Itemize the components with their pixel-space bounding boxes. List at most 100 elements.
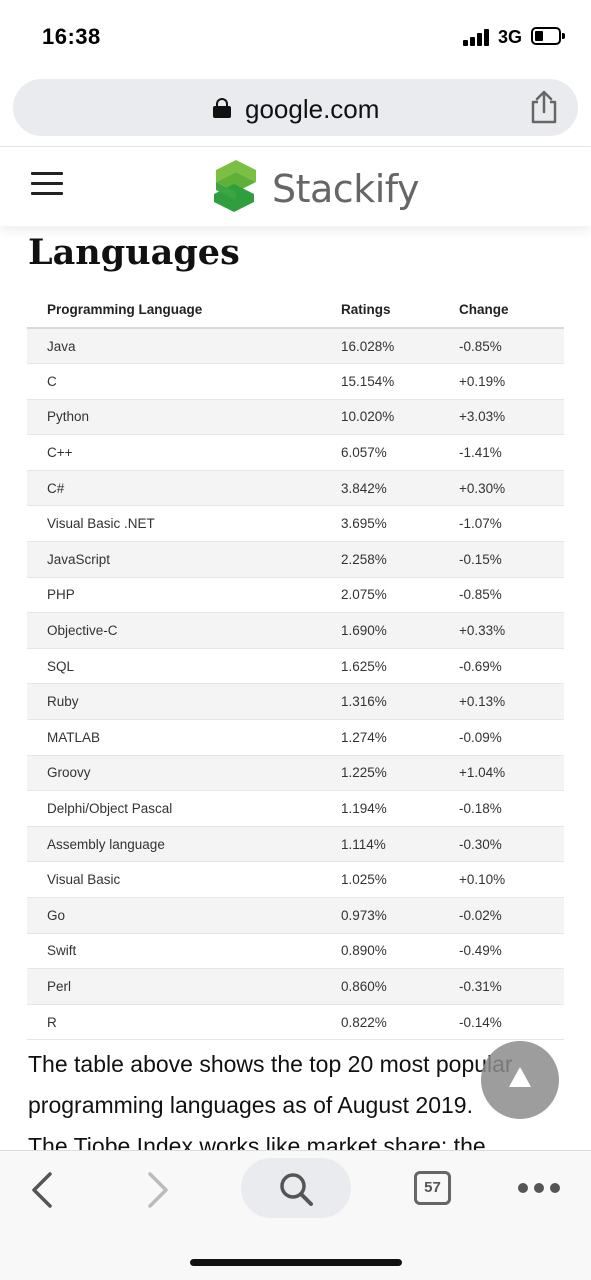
table-row: Go 0.973% -0.02% xyxy=(27,897,564,934)
cell-change: +0.10% xyxy=(459,861,564,898)
cell-rating: 0.890% xyxy=(341,933,459,970)
cell-change: -0.15% xyxy=(459,541,564,578)
cell-language: Swift xyxy=(27,933,341,970)
cell-language: Ruby xyxy=(27,683,341,721)
site-header xyxy=(0,146,591,226)
share-icon[interactable] xyxy=(528,90,560,124)
lock-icon xyxy=(213,98,231,118)
cell-rating: 15.154% xyxy=(341,363,459,400)
cell-rating: 2.258% xyxy=(341,541,459,578)
cell-language: R xyxy=(27,1004,341,1041)
cell-language: Objective-C xyxy=(27,612,341,649)
table-row: Objective-C 1.690% +0.33% xyxy=(27,612,564,649)
tabs-button[interactable]: 57 xyxy=(414,1171,451,1205)
table-row: MATLAB 1.274% -0.09% xyxy=(27,719,564,756)
table-row: Visual Basic .NET 3.695% -1.07% xyxy=(27,505,564,543)
cell-rating: 6.057% xyxy=(341,434,459,471)
cell-language: Python xyxy=(27,399,341,436)
cell-change: -0.14% xyxy=(459,1004,564,1041)
column-header-change: Change xyxy=(459,292,564,329)
cell-language: PHP xyxy=(27,577,341,614)
cell-rating: 10.020% xyxy=(341,399,459,436)
more-icon[interactable] xyxy=(518,1183,562,1195)
url-text[interactable]: google.com xyxy=(245,94,380,124)
status-bar: 16:38 3G xyxy=(0,0,591,72)
cell-change: -0.85% xyxy=(459,577,564,614)
cell-change: -0.18% xyxy=(459,790,564,827)
search-button[interactable] xyxy=(241,1158,351,1218)
cell-change: -1.41% xyxy=(459,434,564,471)
menu-icon[interactable] xyxy=(31,170,63,198)
cell-language: SQL xyxy=(27,648,341,685)
table-row: C# 3.842% +0.30% xyxy=(27,470,564,507)
table-row: R 0.822% -0.14% xyxy=(27,1004,564,1041)
cell-change: +1.04% xyxy=(459,755,564,792)
cell-rating: 1.274% xyxy=(341,719,459,756)
table-row: Perl 0.860% -0.31% xyxy=(27,968,564,1005)
table-row: JavaScript 2.258% -0.15% xyxy=(27,541,564,578)
table-row: Swift 0.890% -0.49% xyxy=(27,933,564,970)
table-header-row: Programming Language Ratings Change xyxy=(27,292,564,329)
table-row: Java 16.028% -0.85% xyxy=(27,328,564,365)
cell-rating: 1.316% xyxy=(341,683,459,721)
cell-rating: 3.695% xyxy=(341,505,459,543)
cell-language: JavaScript xyxy=(27,541,341,578)
cell-change: +3.03% xyxy=(459,399,564,436)
cell-change: +0.19% xyxy=(459,363,564,400)
scroll-to-top-button[interactable] xyxy=(481,1041,559,1119)
cell-language: MATLAB xyxy=(27,719,341,756)
cell-rating: 0.860% xyxy=(341,968,459,1005)
cell-rating: 3.842% xyxy=(341,470,459,507)
cell-rating: 1.114% xyxy=(341,826,459,863)
search-icon xyxy=(280,1173,313,1206)
table-row: Python 10.020% +3.03% xyxy=(27,399,564,436)
table-body: Java 16.028% -0.85% C 15.154% +0.19% Python 10.… xyxy=(27,328,564,1041)
stackify-logo-icon[interactable] xyxy=(212,160,258,212)
cell-change: -1.07% xyxy=(459,505,564,543)
back-icon[interactable] xyxy=(30,1170,54,1210)
status-time: 16:38 xyxy=(42,24,101,49)
cell-language: Java xyxy=(27,328,341,365)
arrow-up-icon xyxy=(509,1067,531,1087)
table-row: Delphi/Object Pascal 1.194% -0.18% xyxy=(27,790,564,827)
languages-table: Programming Language Ratings Change Java… xyxy=(27,292,564,1041)
cell-rating: 1.225% xyxy=(341,755,459,792)
cell-change: +0.13% xyxy=(459,683,564,721)
network-type: 3G xyxy=(498,27,523,47)
cell-rating: 0.973% xyxy=(341,897,459,934)
cell-change: -0.31% xyxy=(459,968,564,1005)
column-header-language: Programming Language xyxy=(27,292,341,329)
forward-icon[interactable] xyxy=(146,1170,170,1210)
address-bar[interactable] xyxy=(13,79,578,136)
cell-rating: 2.075% xyxy=(341,577,459,614)
home-indicator[interactable] xyxy=(190,1259,402,1266)
cell-language: Go xyxy=(27,897,341,934)
battery-icon xyxy=(531,27,565,45)
cell-language: Delphi/Object Pascal xyxy=(27,790,341,827)
table-row: Ruby 1.316% +0.13% xyxy=(27,683,564,721)
site-logo-text[interactable]: Stackify xyxy=(272,167,419,211)
section-heading: Languages xyxy=(28,232,240,273)
cell-language: Groovy xyxy=(27,755,341,792)
cell-rating: 1.625% xyxy=(341,648,459,685)
paragraph-line: programming languages as of August 2019. xyxy=(28,1092,473,1118)
cell-change: +0.33% xyxy=(459,612,564,649)
cell-language: Visual Basic xyxy=(27,861,341,898)
cell-change: -0.85% xyxy=(459,328,564,365)
cell-language: Visual Basic .NET xyxy=(27,505,341,543)
cell-rating: 1.194% xyxy=(341,790,459,827)
cell-language: C# xyxy=(27,470,341,507)
column-header-ratings: Ratings xyxy=(341,292,459,329)
cell-rating: 16.028% xyxy=(341,328,459,365)
cell-change: -0.30% xyxy=(459,826,564,863)
table-row: Visual Basic 1.025% +0.10% xyxy=(27,861,564,898)
table-row: Groovy 1.225% +1.04% xyxy=(27,755,564,792)
paragraph-line: The table above shows the top 20 most po… xyxy=(28,1051,513,1077)
table-row: SQL 1.625% -0.69% xyxy=(27,648,564,685)
cell-rating: 0.822% xyxy=(341,1004,459,1041)
cell-change: -0.09% xyxy=(459,719,564,756)
table-row: Assembly language 1.114% -0.30% xyxy=(27,826,564,863)
cell-rating: 1.025% xyxy=(341,861,459,898)
cell-rating: 1.690% xyxy=(341,612,459,649)
cell-change: -0.02% xyxy=(459,897,564,934)
